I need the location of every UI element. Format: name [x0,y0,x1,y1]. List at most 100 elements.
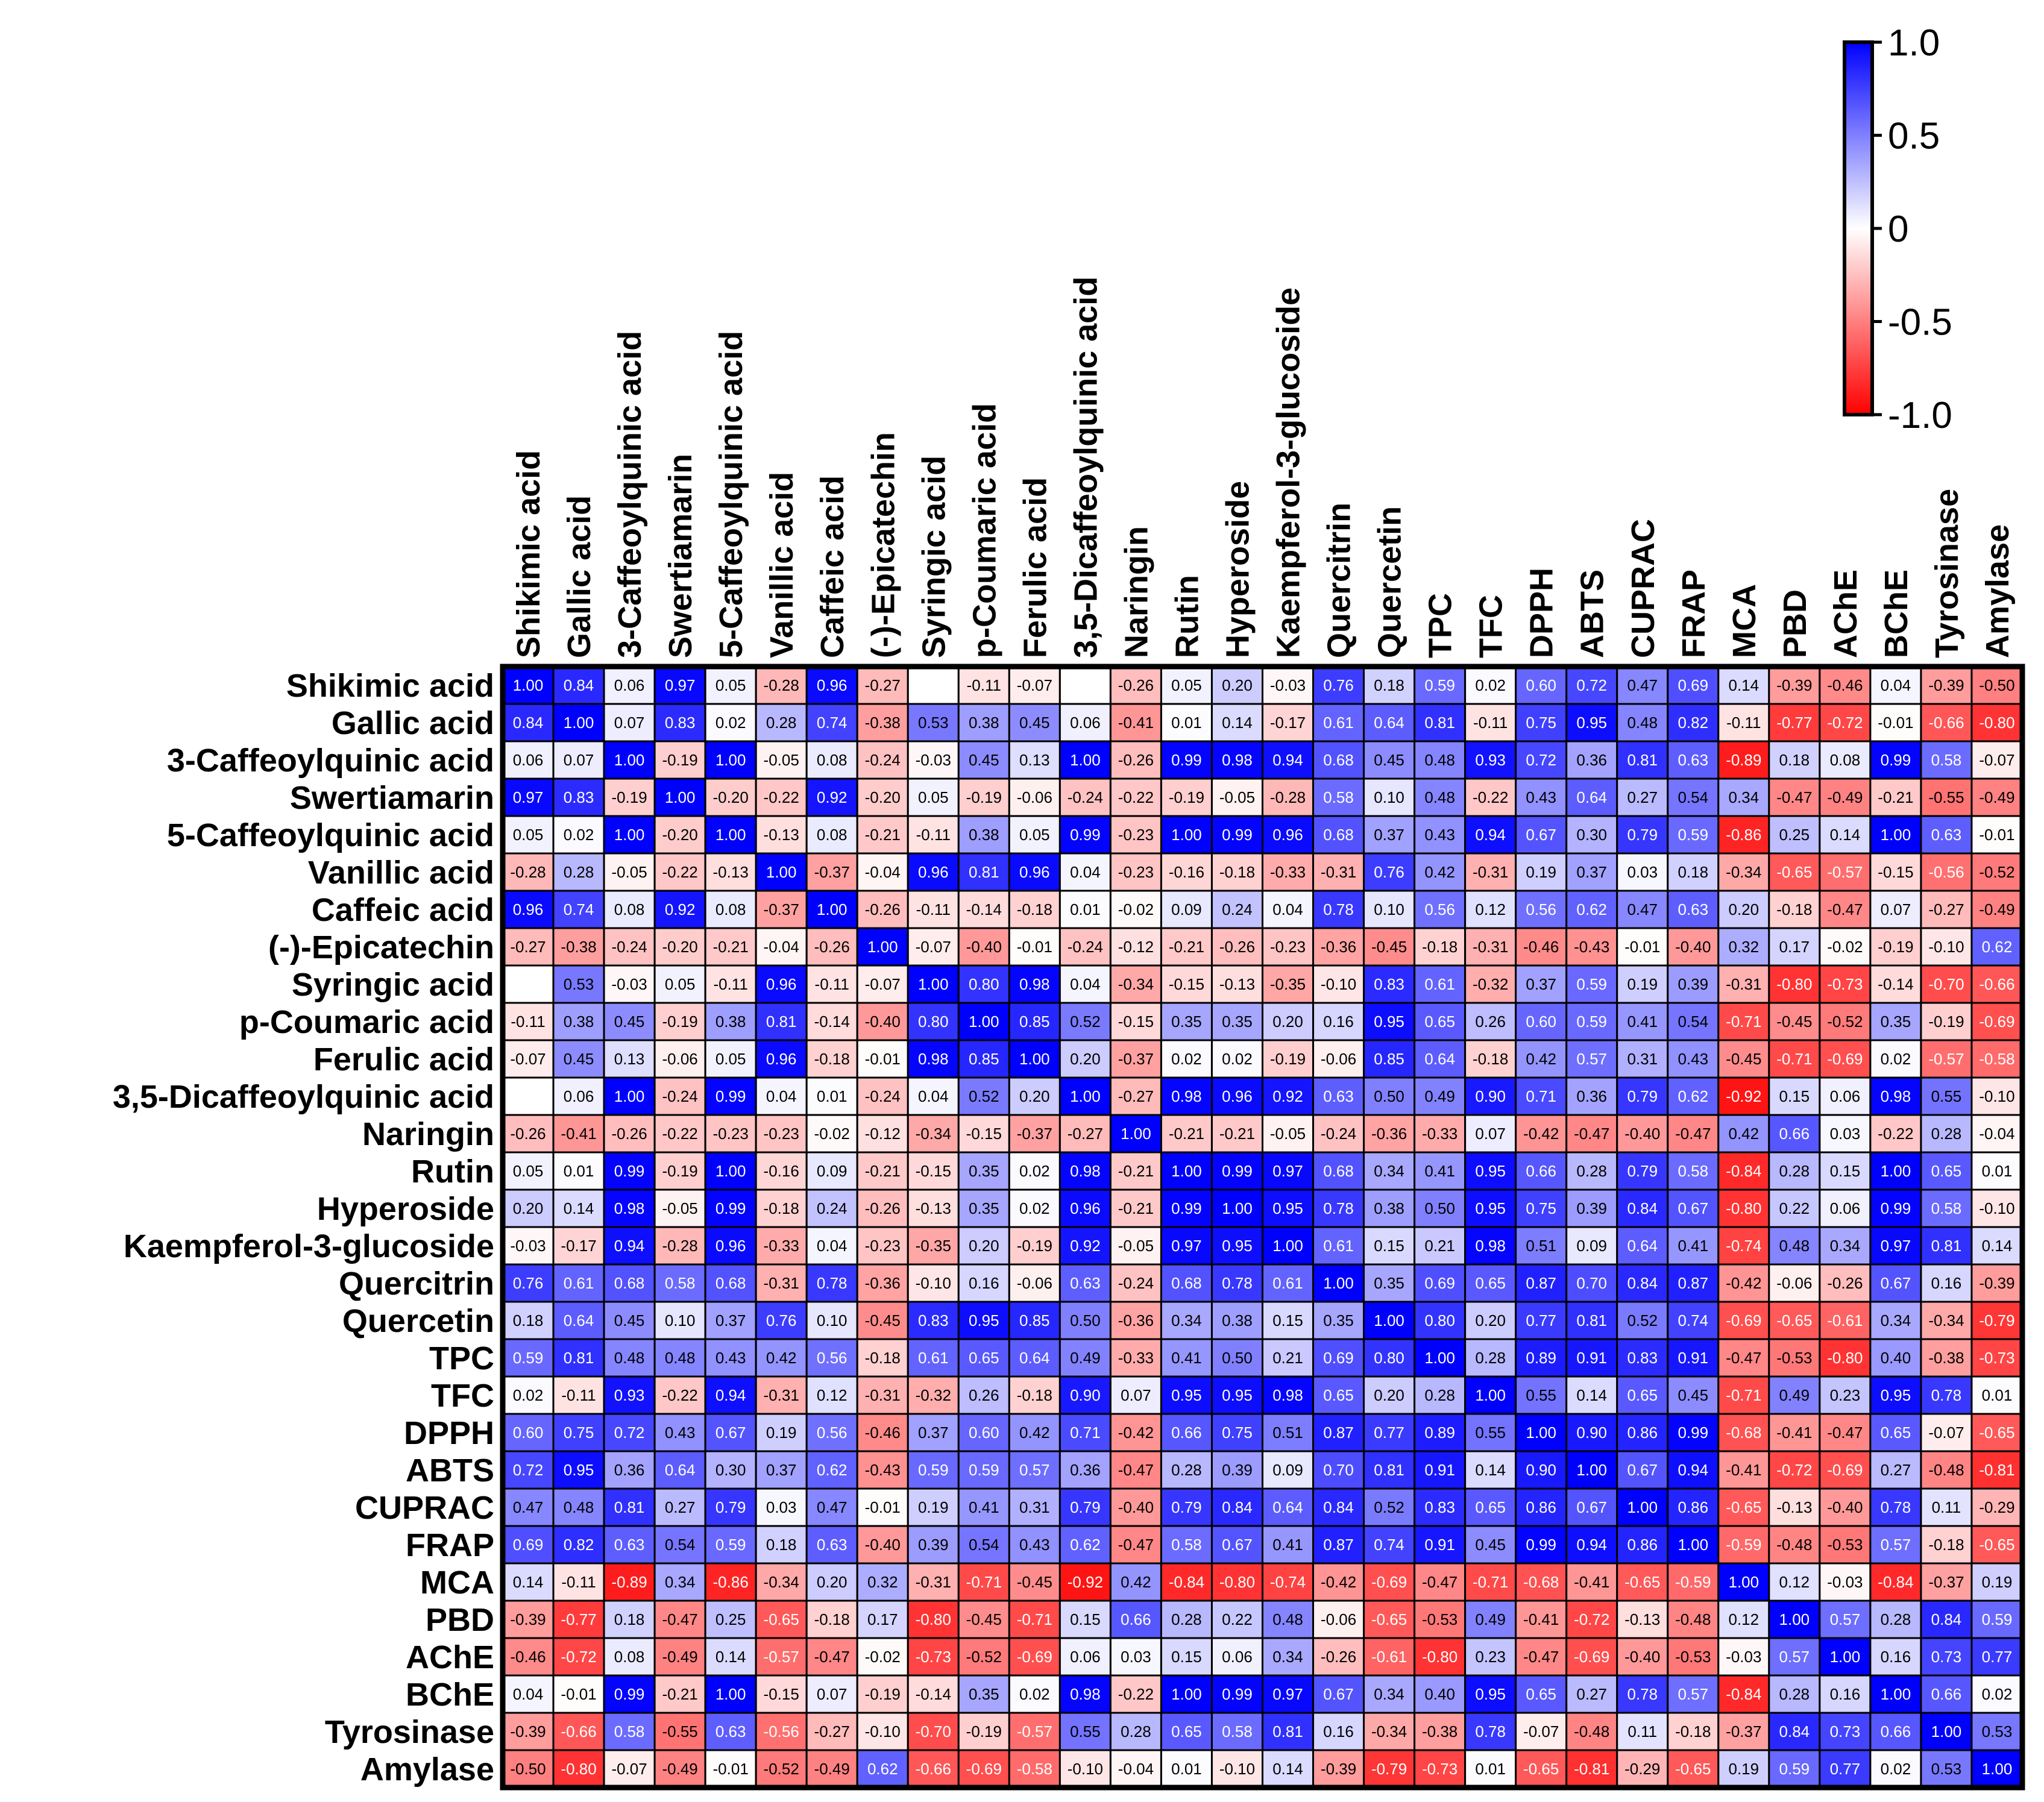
heatmap-cell [653,1114,706,1154]
cell-value-label: -0.10 [1979,1087,2014,1105]
cell-value-label: 0.12 [817,1386,847,1404]
cell-value-label: 0.55 [1931,1087,1962,1105]
heatmap-cell [1464,852,1517,892]
cell-value-label: -0.31 [865,1386,901,1404]
heatmap-cell [1312,740,1365,780]
cell-value-label: -0.14 [916,1685,951,1703]
cell-value-label: 1.00 [715,751,746,769]
cell-value-label: 0.38 [564,1012,594,1031]
cell-value-label: 0.11 [1627,1722,1657,1741]
cell-value-label: 0.67 [715,1424,746,1442]
cell-value-label: -0.49 [662,1648,697,1666]
cell-value-label: 0.14 [1982,1237,2013,1255]
cell-value-label: 0.65 [969,1349,999,1367]
cell-value-label: 0.42 [1729,1125,1759,1143]
cell-value-label: -0.71 [1776,1050,1812,1068]
heatmap-cell [907,1674,960,1714]
cell-value-label: 0.20 [1070,1050,1101,1068]
cell-value-label: 0.51 [1272,1424,1303,1442]
cell-value-label: 0.91 [1678,1349,1708,1367]
cell-value-label: -0.89 [611,1573,647,1591]
cell-value-label: 0.25 [715,1610,746,1628]
column-label: Hyperoside [1219,481,1256,658]
cell-value-label: 0.90 [1070,1386,1101,1404]
cell-value-label: 0.47 [1627,676,1658,694]
heatmap-cell [603,815,656,855]
cell-value-label: 0.83 [1627,1349,1658,1367]
cell-value-label: -0.74 [1726,1237,1761,1255]
cell-value-label: -0.84 [1726,1162,1761,1180]
cell-value-label: 0.94 [1272,751,1303,769]
heatmap-cell [1414,1600,1467,1639]
cell-value-label: -0.22 [764,788,799,806]
cell-value-label: 0.67 [1526,826,1556,844]
cell-value-label: 0.41 [969,1498,999,1516]
heatmap-cell [1515,890,1568,929]
column-label: (-)-Epicatechin [865,432,901,658]
cell-value-label: 0.07 [1881,900,1911,918]
cell-value-label: -0.19 [1928,1012,1964,1031]
cell-value-label: 0.58 [1222,1722,1253,1741]
cell-value-label: 0.57 [1779,1648,1810,1666]
heatmap-cell [1008,1637,1061,1677]
cell-value-label: -0.19 [966,788,1002,806]
heatmap-cell [1210,964,1263,1004]
cell-value-label: -0.48 [1776,1536,1812,1554]
cell-value-label: -0.22 [1118,788,1154,806]
column-label: Tyrosinase [1929,489,1965,658]
heatmap-cell [552,1450,605,1490]
cell-value-label: 0.21 [1424,1237,1455,1255]
cell-value-label: 0.54 [665,1536,696,1554]
cell-value-label: 1.00 [1272,1237,1303,1255]
heatmap-cell [603,777,656,817]
cell-value-label: 0.49 [1070,1349,1101,1367]
cell-value-label: -0.69 [1574,1648,1609,1666]
heatmap-cell [856,703,909,742]
cell-value-label: 0.68 [1323,1162,1354,1180]
cell-value-label: 0.91 [1576,1349,1607,1367]
cell-value-label: -0.41 [1726,1461,1761,1479]
cell-value-label: 0.75 [1526,714,1556,732]
cell-value-label: 1.00 [1526,1424,1556,1442]
heatmap-cell [1160,665,1213,705]
cell-value-label: 0.01 [1982,1386,2013,1404]
heatmap-cell [1312,1487,1365,1527]
heatmap-cell [1464,740,1517,780]
cell-value-label: 0.96 [817,676,847,694]
cell-value-label: 0.04 [918,1087,949,1105]
cell-value-label: -0.10 [1219,1760,1255,1778]
cell-value-label: -0.18 [1219,863,1255,881]
cell-value-label: -0.13 [764,826,799,844]
cell-value-label: 0.99 [1171,1199,1202,1217]
heatmap-cell [1464,777,1517,817]
heatmap-cell [502,740,555,780]
cell-value-label: -0.03 [611,975,647,993]
cell-value-label: -0.21 [865,826,901,844]
heatmap-cell [805,1525,858,1565]
cell-value-label: -0.19 [966,1722,1002,1741]
cell-value-label: 0.04 [1881,676,1911,694]
row-label: Naringin [362,1116,494,1152]
heatmap-cell [907,1600,960,1639]
cell-value-label: 0.01 [564,1162,594,1180]
heatmap-cell [1768,1487,1821,1527]
cell-value-label: -0.61 [1827,1311,1863,1330]
cell-value-label: 1.00 [715,1685,746,1703]
cell-value-label: 0.99 [1881,1199,1911,1217]
heatmap-cell [1515,740,1568,780]
heatmap-cell [1717,1525,1770,1565]
heatmap-cell [1515,665,1568,705]
cell-value-label: 1.00 [1070,1087,1101,1105]
cell-value-label: 0.37 [1374,826,1404,844]
cell-value-label: -0.18 [1928,1536,1964,1554]
cell-value-label: 0.95 [1171,1386,1202,1404]
cell-value-label: 0.14 [1272,1760,1303,1778]
heatmap-cell [1869,927,1922,967]
heatmap-cell [1160,1301,1213,1340]
heatmap-cell [856,1525,909,1565]
cell-value-label: -0.84 [1169,1573,1204,1591]
column-label: Kaempferol-3-glucoside [1271,287,1307,658]
heatmap-cell [1210,1301,1263,1340]
cell-value-label: 0.64 [1576,788,1607,806]
